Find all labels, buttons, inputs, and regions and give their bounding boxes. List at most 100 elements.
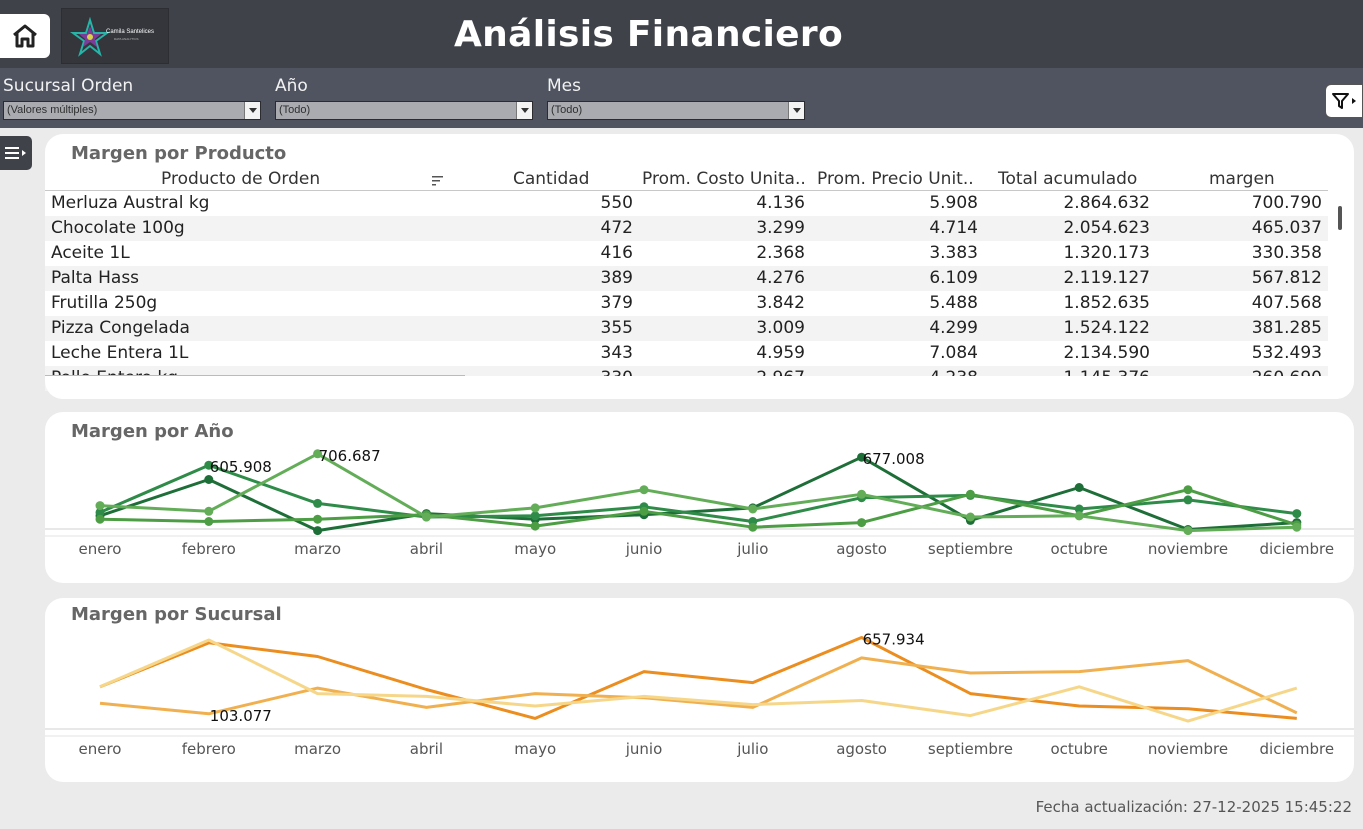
table-vertical-scrollbar[interactable] bbox=[1338, 206, 1342, 230]
cell-precio: 6.109 bbox=[929, 268, 978, 288]
year-point bbox=[313, 449, 323, 459]
table-bottom-edge bbox=[45, 376, 1354, 399]
branch-data-label: 103.077 bbox=[210, 707, 272, 725]
year-point bbox=[313, 526, 323, 536]
column-header-producto[interactable]: Producto de Orden bbox=[161, 169, 321, 189]
year-point bbox=[965, 489, 975, 499]
filter-anio-select[interactable]: (Todo) bbox=[275, 101, 533, 120]
table-row[interactable]: Leche Entera 1L 343 4.959 7.084 2.134.590 532… bbox=[45, 341, 1328, 366]
year-point bbox=[1183, 526, 1193, 536]
filter-sucursal-label: Sucursal Orden bbox=[3, 76, 134, 96]
year-x-tick-label: agosto bbox=[836, 540, 887, 558]
year-point bbox=[204, 517, 214, 526]
cell-total: 2.864.632 bbox=[1063, 193, 1150, 213]
cell-cantidad: 550 bbox=[600, 193, 633, 213]
filter-mes-select[interactable]: (Todo) bbox=[547, 101, 805, 120]
filter-mes-value: (Todo) bbox=[551, 104, 583, 116]
cell-costo: 4.959 bbox=[756, 343, 805, 363]
margin-by-branch-panel: Margen por Sucursal enero febrero marzo abr… bbox=[45, 598, 1354, 782]
filter-funnel-icon bbox=[1332, 93, 1356, 109]
filter-bar: Sucursal Orden (Valores múltiples) Año (… bbox=[0, 68, 1363, 128]
cell-costo: 2.368 bbox=[756, 243, 805, 263]
hamburger-menu-icon bbox=[5, 147, 26, 159]
home-button[interactable] bbox=[0, 14, 50, 58]
cell-cantidad: 355 bbox=[600, 318, 633, 338]
filter-sucursal-value: (Valores múltiples) bbox=[7, 104, 98, 116]
year-point bbox=[530, 511, 540, 521]
table-row[interactable]: Merluza Austral kg 550 4.136 5.908 2.864.632… bbox=[45, 191, 1328, 216]
year-series-4-line bbox=[99, 452, 1297, 533]
year-series-2-line bbox=[99, 463, 1297, 523]
cell-margen: 381.285 bbox=[1251, 318, 1322, 338]
cell-total: 2.134.590 bbox=[1063, 343, 1150, 363]
branch-x-tick-label: junio bbox=[625, 740, 663, 758]
sort-icon[interactable] bbox=[432, 172, 444, 191]
margin-by-branch-chart: enero febrero marzo abril mayo junio julio agos… bbox=[45, 631, 1354, 758]
year-point bbox=[1292, 509, 1302, 519]
cell-costo: 3.842 bbox=[756, 293, 805, 313]
year-x-tick-label: septiembre bbox=[928, 540, 1013, 558]
year-x-tick-label: octubre bbox=[1050, 540, 1107, 558]
cell-total: 1.852.635 bbox=[1063, 293, 1150, 313]
year-point bbox=[1183, 495, 1193, 505]
table-row[interactable]: Chocolate 100g 472 3.299 4.714 2.054.623 465.… bbox=[45, 216, 1328, 241]
year-point bbox=[1074, 483, 1084, 492]
logo-text: Camila Santelices bbox=[106, 29, 155, 35]
year-x-tick-label: junio bbox=[625, 540, 663, 558]
table-row[interactable]: Frutilla 250g 379 3.842 5.488 1.852.635 407.5… bbox=[45, 291, 1328, 316]
filter-sucursal: Sucursal Orden (Valores múltiples) bbox=[3, 76, 261, 120]
margin-by-product-panel: Margen por Producto Producto de Orden Ca… bbox=[45, 134, 1354, 399]
table-row[interactable]: Palta Hass 389 4.276 6.109 2.119.127 567.812 bbox=[45, 266, 1328, 291]
chevron-down-icon[interactable] bbox=[516, 102, 532, 119]
branch-x-tick-label: septiembre bbox=[928, 740, 1013, 758]
year-point bbox=[857, 452, 867, 462]
year-point bbox=[204, 506, 214, 516]
star-logo-icon bbox=[70, 17, 110, 57]
year-point bbox=[857, 489, 867, 499]
cell-cantidad: 416 bbox=[600, 243, 633, 263]
branch-x-tick-label: noviembre bbox=[1148, 740, 1228, 758]
table-row[interactable]: Aceite 1L 416 2.368 3.383 1.320.173 330.358 bbox=[45, 241, 1328, 266]
column-header-total[interactable]: Total acumulado bbox=[998, 169, 1138, 189]
cell-margen: 330.358 bbox=[1251, 243, 1322, 263]
cell-precio: 4.299 bbox=[929, 318, 978, 338]
year-chart-title: Margen por Año bbox=[71, 421, 234, 442]
filter-panel-button[interactable] bbox=[1325, 84, 1363, 118]
cell-margen: 700.790 bbox=[1251, 193, 1322, 213]
chevron-down-icon[interactable] bbox=[788, 102, 804, 119]
cell-cantidad: 343 bbox=[600, 343, 633, 363]
year-series-1-line bbox=[99, 455, 1297, 533]
year-point bbox=[1074, 511, 1084, 521]
year-point bbox=[530, 521, 540, 531]
filter-sucursal-select[interactable]: (Valores múltiples) bbox=[3, 101, 261, 120]
table-row[interactable]: Pizza Congelada 355 3.009 4.299 1.524.122 381… bbox=[45, 316, 1328, 341]
chevron-down-icon[interactable] bbox=[244, 102, 260, 119]
year-point bbox=[857, 518, 867, 528]
year-x-tick-label: mayo bbox=[514, 540, 556, 558]
header-bar: Camila Santelices DATA ANALYTICS Análisi… bbox=[0, 0, 1363, 68]
branch-series-2-line bbox=[99, 656, 1298, 716]
year-x-tick-label: febrero bbox=[182, 540, 236, 558]
year-point bbox=[95, 514, 105, 524]
cell-total: 2.119.127 bbox=[1063, 268, 1150, 288]
branch-data-label: 657.934 bbox=[863, 631, 925, 649]
table-horizontal-scrollbar[interactable] bbox=[45, 375, 465, 376]
column-header-precio[interactable]: Prom. Precio Unit.. bbox=[817, 169, 974, 189]
cell-total: 1.524.122 bbox=[1063, 318, 1150, 338]
year-point bbox=[204, 475, 214, 484]
year-x-tick-label: abril bbox=[410, 540, 443, 558]
cell-total: 1.320.173 bbox=[1063, 243, 1150, 263]
cell-producto: Frutilla 250g bbox=[51, 293, 158, 313]
column-header-costo[interactable]: Prom. Costo Unita.. bbox=[642, 169, 806, 189]
filter-anio-label: Año bbox=[275, 76, 308, 96]
year-point bbox=[95, 501, 105, 511]
branch-x-tick-label: julio bbox=[736, 740, 768, 758]
column-header-cantidad[interactable]: Cantidad bbox=[513, 169, 590, 189]
menu-button[interactable] bbox=[0, 136, 32, 170]
table-header-row: Producto de Orden Cantidad Prom. Costo U… bbox=[45, 168, 1328, 193]
product-table: Producto de Orden Cantidad Prom. Costo U… bbox=[45, 168, 1328, 410]
column-header-margen[interactable]: margen bbox=[1209, 169, 1275, 189]
cell-producto: Pizza Congelada bbox=[51, 318, 190, 338]
year-point bbox=[748, 522, 758, 532]
year-point bbox=[530, 503, 540, 513]
